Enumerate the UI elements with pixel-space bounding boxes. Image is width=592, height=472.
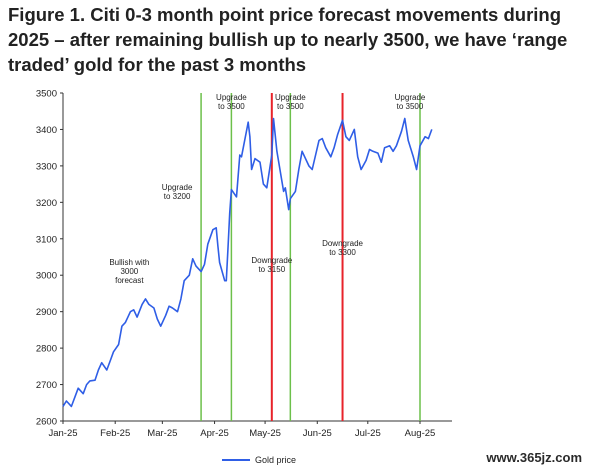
x-tick-label: Jan-25 [48,428,77,439]
event-label: to 3500 [397,102,424,111]
y-tick-label: 3300 [36,161,57,172]
event-label: Upgrade [395,93,426,102]
legend-label: Gold price [255,455,296,465]
event-label: Downgrade [322,239,363,248]
chart-axes: 2600 2700 2800 2900 3000 3100 3200 3300 3400 3500… [36,89,452,439]
event-label: to 3500 [277,102,304,111]
annotation-label: forecast [115,276,144,285]
y-tick-label: 2900 [36,307,57,318]
x-tick-label: Aug-25 [405,428,436,439]
series-layer [62,117,433,408]
y-tick-label: 3500 [36,89,57,100]
y-tick-label: 2600 [36,417,57,428]
event-label: Upgrade [216,93,247,102]
annotation-label: 3000 [120,267,138,276]
x-tick-label: Jul-25 [355,428,381,439]
x-tick-label: May-25 [249,428,281,439]
forecast-event-lines [200,93,421,421]
y-tick-label: 3000 [36,271,57,282]
x-tick-label: Jun-25 [303,428,332,439]
annotation-label: Bullish with [109,258,149,267]
x-tick-label: Apr-25 [200,428,229,439]
event-label: to 3500 [218,102,245,111]
y-tick-label: 2800 [36,344,57,355]
event-label: Upgrade [162,183,193,192]
gold-price-line [62,117,433,408]
watermark-text: www.365jz.com [482,449,586,466]
x-tick-label: Feb-25 [100,428,130,439]
event-label: to 3300 [329,248,356,257]
y-tick-label: 3200 [36,198,57,209]
event-label: Downgrade [251,256,292,265]
event-label: to 3150 [258,265,285,274]
x-tick-label: Mar-25 [147,428,177,439]
y-tick-label: 2700 [36,380,57,391]
event-label: Upgrade [275,93,306,102]
y-tick-label: 3100 [36,234,57,245]
chart-title: Figure 1. Citi 0-3 month point price for… [8,4,568,75]
legend: Gold price [222,455,296,465]
y-tick-label: 3400 [36,125,57,136]
event-label: to 3200 [164,192,191,201]
